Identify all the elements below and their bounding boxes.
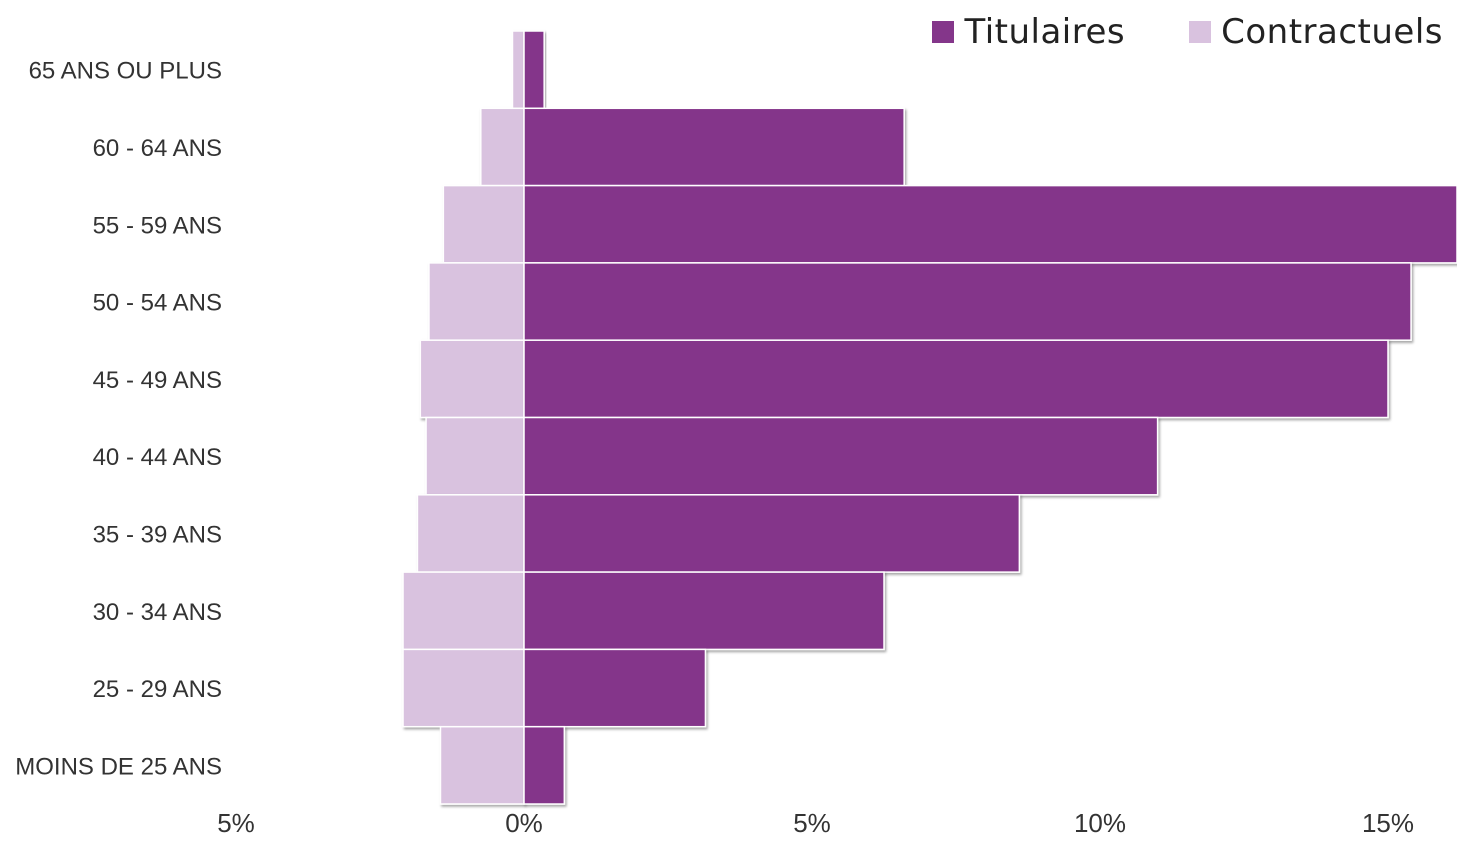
bar-contractuels-55-59-ans	[442, 184, 525, 264]
bar-contractuels-30-34-ans	[402, 571, 525, 651]
x-tick-label: 10%	[1074, 808, 1126, 837]
bar-contractuels-40-44-ans	[425, 416, 525, 496]
category-label-55-59-ans: 55 - 59 ANS	[93, 212, 222, 239]
bar-titulaires-50-54-ans	[523, 262, 1412, 341]
legend-label-contractuels: Contractuels	[1221, 12, 1443, 52]
category-labels: 65 ANS OU PLUS 60 - 64 ANS 55 - 59 ANS 50 -…	[15, 58, 222, 781]
category-label-50-54-ans: 50 - 54 ANS	[93, 290, 222, 317]
bar-contractuels-25-29-ans	[402, 648, 525, 728]
bar-titulaires-45-49-ans	[523, 339, 1389, 419]
legend-item-contractuels: Contractuels	[1189, 12, 1443, 52]
bar-titulaires-35-39-ans	[523, 494, 1021, 573]
bar-contractuels-45-49-ans	[419, 339, 525, 419]
legend-label-titulaires: Titulaires	[964, 12, 1126, 52]
category-label-40-44-ans: 40 - 44 ANS	[93, 444, 222, 471]
bar-titulaires-60-64-ans	[523, 107, 905, 187]
category-label-25-29-ans: 25 - 29 ANS	[93, 676, 222, 703]
legend: Titulaires Contractuels	[932, 12, 1443, 52]
legend-swatch-titulaires	[932, 21, 955, 43]
legend-item-titulaires: Titulaires	[932, 12, 1125, 52]
bars-layer	[402, 30, 1457, 805]
bar-titulaires-65-ans-ou-plus	[523, 30, 545, 110]
category-label-65-ans-ou-plus: 65 ANS OU PLUS	[29, 58, 222, 85]
bar-contractuels-35-39-ans	[416, 494, 525, 573]
x-axis-tick-labels: 5% 0% 5% 10% 15%	[217, 808, 1414, 838]
category-label-60-64-ans: 60 - 64 ANS	[93, 135, 222, 162]
bar-titulaires-40-44-ans	[523, 416, 1159, 496]
category-label-35-39-ans: 35 - 39 ANS	[93, 521, 222, 548]
bar-contractuels-50-54-ans	[428, 262, 525, 341]
category-label-45-49-ans: 45 - 49 ANS	[93, 367, 222, 394]
bar-contractuels-60-64-ans	[480, 107, 525, 187]
category-label-30-34-ans: 30 - 34 ANS	[93, 599, 222, 626]
bar-titulaires-25-29-ans	[523, 648, 707, 728]
legend-swatch-contractuels	[1189, 21, 1212, 43]
bar-contractuels-65-ans-ou-plus	[511, 30, 525, 110]
category-label-moins-de-25-ans: MOINS DE 25 ANS	[15, 753, 222, 780]
bar-titulaires-55-59-ans	[523, 184, 1457, 264]
bar-titulaires-30-34-ans	[523, 571, 885, 651]
x-tick-label: 5%	[793, 808, 831, 837]
bar-titulaires-moins-de-25-ans	[523, 725, 566, 805]
x-tick-label: 0%	[505, 808, 543, 837]
bar-contractuels-moins-de-25-ans	[439, 725, 525, 805]
x-tick-label: 5%	[217, 808, 255, 837]
x-tick-label: 15%	[1362, 808, 1414, 837]
